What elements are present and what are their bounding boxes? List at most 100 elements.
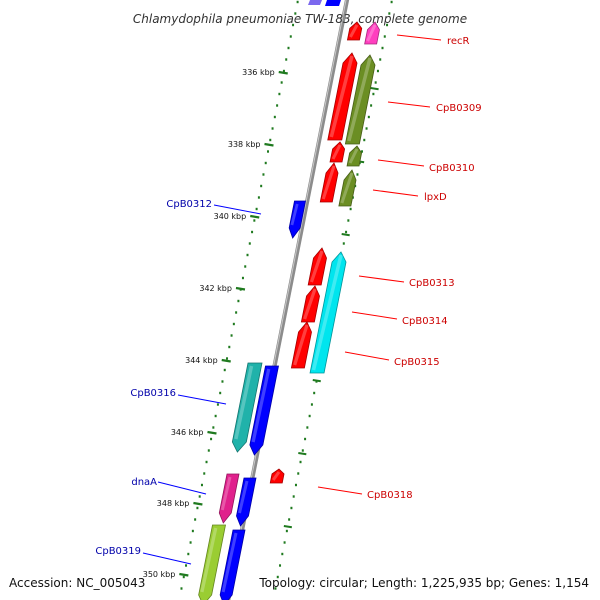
gene-label-CpB0315: CpB0315	[394, 357, 440, 368]
major-tick	[193, 501, 203, 506]
leader-line	[344, 351, 390, 361]
tick-ring-dot	[292, 23, 295, 27]
outer-ring-dot	[390, 0, 393, 4]
gene-arrow-shine	[220, 476, 232, 511]
tick-ring-dot	[251, 230, 254, 234]
tick-ring-dot	[221, 380, 224, 383]
tick-ring-dot	[267, 150, 270, 153]
tick-ring-dot	[276, 104, 279, 107]
gene-feature-CpB0316-cog	[231, 362, 263, 453]
outer-ring-dot	[313, 391, 316, 395]
outer-ring-dot	[383, 35, 386, 38]
tick-ring-dot	[203, 472, 206, 475]
gene-feature-recR-cog	[364, 21, 380, 45]
gene-arrow	[218, 473, 240, 524]
tick-label: 342 kbp	[199, 284, 232, 293]
tick-label: 350 kbp	[143, 570, 176, 579]
gene-feature-fragment	[325, 0, 341, 6]
gene-labels: recR CpB0309 CpB0310 lpxD CpB0313 CpB0314 CpB0…	[95, 36, 481, 557]
tick-ring-dot	[269, 138, 272, 142]
outer-ring-dot	[386, 23, 389, 27]
outer-ring-dot	[374, 81, 377, 84]
outer-ring-dot	[290, 506, 293, 510]
major-tick	[207, 430, 217, 435]
gene-label-CpB0313: CpB0313	[409, 278, 455, 289]
outer-ring-dot	[279, 564, 282, 567]
gene-label-CpB0318: CpB0318	[367, 490, 413, 501]
gene-feature-CpB0315	[290, 321, 312, 369]
outer-ring-dot	[349, 207, 352, 211]
tick-ring-dot	[294, 12, 297, 15]
gene-label-dnaA: dnaA	[131, 477, 157, 488]
tick-ring-dot	[226, 357, 229, 360]
tick-ring-dot	[214, 414, 217, 418]
gene-arrow-shine	[290, 203, 299, 226]
gene-arrow-shine	[238, 480, 249, 514]
gene-arrow-shine	[321, 165, 336, 200]
tick-ring-dot	[216, 403, 219, 406]
outer-ring-dot	[310, 403, 313, 406]
gene-feature-CpB0319-cog	[198, 524, 226, 600]
outer-ring-dot	[297, 472, 300, 475]
tick-ring-dot	[182, 575, 185, 579]
tick-label: 336 kbp	[242, 68, 275, 77]
outer-ring-dot	[299, 460, 302, 464]
outer-ring-dot	[356, 173, 359, 176]
tick-label: 348 kbp	[157, 499, 190, 508]
gene-arrow-shine	[272, 471, 281, 481]
kbp-ticks: 336 kbp 338 kbp 340 kbp 342 kbp 344 kbp 346 k…	[143, 68, 379, 579]
tick-ring-dot	[228, 345, 231, 349]
outer-ring-dot	[304, 437, 307, 441]
tick-ring-dot	[271, 127, 274, 130]
outer-tick	[312, 379, 321, 383]
gene-feature-CpB0313-15-cog	[309, 251, 347, 374]
outer-ring-dot	[288, 518, 291, 521]
gene-feature-CpB0312	[288, 200, 306, 239]
tick-ring-dot	[189, 541, 192, 544]
outer-ring-dot	[306, 426, 309, 429]
outer-ring-dot	[381, 46, 384, 50]
outer-ring-dot	[292, 495, 295, 498]
tick-ring-dot	[207, 449, 210, 452]
outer-ring-dot	[388, 12, 391, 15]
gene-feature-CpB0319	[219, 529, 246, 600]
tick-ring-dot	[180, 587, 183, 590]
outer-ring-dot	[308, 414, 311, 418]
tick-ring-dot	[219, 391, 222, 395]
tick-ring-dot	[287, 46, 290, 50]
tick-ring-dot	[191, 529, 194, 533]
leader-line	[351, 311, 398, 320]
tick-label: 346 kbp	[171, 428, 204, 437]
gene-arrow-shine	[347, 57, 372, 142]
tick-ring-dot	[187, 552, 190, 556]
major-tick	[179, 572, 189, 577]
tick-ring-dot	[282, 69, 285, 73]
gene-label-CpB0316: CpB0316	[130, 388, 176, 399]
leader-line	[372, 189, 419, 197]
tick-ring-dot	[257, 196, 260, 199]
gene-label-CpB0319: CpB0319	[95, 546, 141, 557]
gene-arrow-shine	[348, 148, 359, 164]
gene-arrow-shine	[303, 288, 317, 320]
gene-feature-fragment	[308, 0, 322, 5]
gene-feature-CpB0310	[329, 141, 346, 163]
leader-line	[358, 275, 405, 283]
tick-ring-dot	[296, 0, 299, 4]
tick-label: 340 kbp	[214, 212, 247, 221]
outer-tick	[298, 452, 307, 456]
accession-text: Accession: NC_005043	[9, 576, 145, 590]
tick-ring-dot	[185, 564, 188, 567]
gene-arrow-shine	[293, 324, 309, 366]
gene-feature-CpB0313	[307, 247, 327, 286]
gene-feature-CpB0318	[269, 468, 285, 484]
gene-feature-CpB0309-cog	[344, 54, 376, 145]
tick-ring-dot	[230, 334, 233, 337]
tick-ring-dot	[241, 276, 244, 280]
tick-ring-dot	[285, 58, 288, 61]
tick-ring-dot	[210, 437, 213, 441]
tick-ring-dot	[198, 495, 201, 498]
tick-ring-dot	[232, 322, 235, 326]
map-title: Chlamydophila pneumoniae TW-183, complet…	[133, 12, 467, 26]
